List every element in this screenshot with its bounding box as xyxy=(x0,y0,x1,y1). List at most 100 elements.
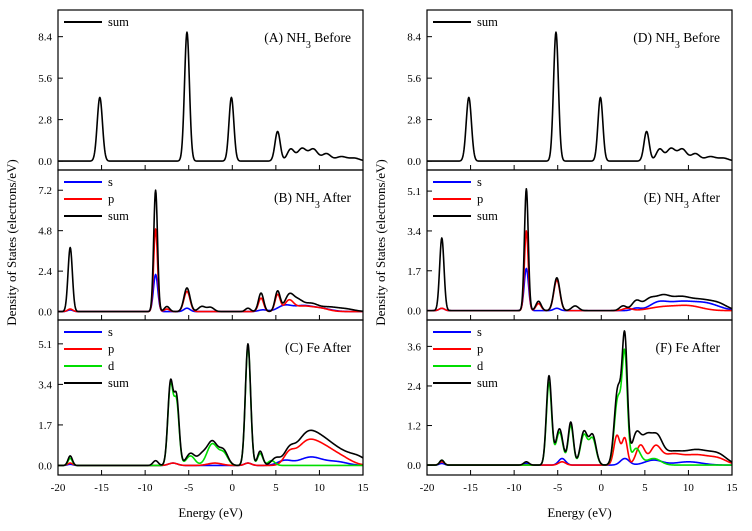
x-tick-label: -15 xyxy=(94,482,109,494)
legend: sum xyxy=(64,15,129,29)
y-tick-label: 2.4 xyxy=(407,381,421,393)
y-tick-label: 3.4 xyxy=(407,226,421,238)
x-axis-label: Energy (eV) xyxy=(178,505,242,520)
y-tick-label: 5.6 xyxy=(407,73,421,85)
x-tick-label: -5 xyxy=(553,482,563,494)
legend-label-sum: sum xyxy=(108,209,129,223)
series-p-line xyxy=(427,230,732,312)
series-s-line xyxy=(427,267,732,312)
series-sum-line xyxy=(58,31,363,162)
x-tick-label: 5 xyxy=(642,482,648,494)
y-axis-label: Density of States (electrons/eV) xyxy=(4,159,19,325)
x-axis-label: Energy (eV) xyxy=(547,505,611,520)
series-group xyxy=(58,189,363,313)
y-tick-label: 3.6 xyxy=(407,341,421,353)
y-tick-label: 2.8 xyxy=(407,115,421,127)
x-tick-label: 0 xyxy=(599,482,605,494)
column-2: 0.0 2.8 5.6 8.4 sum (D) NH3 Before 0.0 1.7 3.4 5.… xyxy=(373,9,739,520)
panel-label: (C) Fe After xyxy=(285,340,351,355)
series-group xyxy=(427,187,732,312)
legend-label-d: d xyxy=(477,359,484,373)
y-tick-label: 5.6 xyxy=(38,73,52,85)
panel-E: 0.0 1.7 3.4 5.1 sp sum (E) NH3 After xyxy=(407,169,733,321)
series-sum-line xyxy=(58,189,363,313)
series-p-line xyxy=(58,228,363,313)
legend-label-sum: sum xyxy=(477,376,498,390)
series-s-line xyxy=(58,273,363,313)
series-group xyxy=(58,343,363,467)
legend: spd sum xyxy=(433,325,498,390)
y-tick-label: 0.0 xyxy=(407,156,421,168)
panel-label: (E) NH3 After xyxy=(644,190,721,211)
y-tick-label: 2.8 xyxy=(38,115,52,127)
legend-label-d: d xyxy=(108,359,115,373)
legend: sp sum xyxy=(433,175,498,223)
y-tick-label: 2.4 xyxy=(38,266,52,278)
legend: sp sum xyxy=(64,175,129,223)
legend: spd sum xyxy=(64,325,129,390)
legend-label-p: p xyxy=(108,192,114,206)
panel-label: (B) NH3 After xyxy=(274,190,351,211)
panel-frame xyxy=(57,319,364,476)
series-s-line xyxy=(427,457,732,466)
panel-frame xyxy=(57,169,364,321)
series-sum-line xyxy=(58,343,363,467)
legend-label-p: p xyxy=(477,192,483,206)
series-group xyxy=(427,330,732,466)
y-tick-label: 0.0 xyxy=(38,460,52,472)
panel-label: (F) Fe After xyxy=(656,340,721,355)
y-axis-label: Density of States (electrons/eV) xyxy=(373,159,388,325)
series-group xyxy=(427,31,732,162)
panel-F: 0.0 1.2 2.4 3.6 spd sum (F) Fe After xyxy=(407,319,733,476)
x-tick-label: 10 xyxy=(683,482,695,494)
y-tick-label: 5.1 xyxy=(38,339,52,351)
legend-label-sum: sum xyxy=(108,376,129,390)
legend-label-sum: sum xyxy=(477,15,498,29)
series-sum-line xyxy=(427,31,732,162)
y-tick-label: 7.2 xyxy=(38,185,52,197)
legend-label-p: p xyxy=(108,342,114,356)
y-tick-label: 1.2 xyxy=(407,421,421,433)
series-p-line xyxy=(58,438,363,467)
panel-frame xyxy=(426,319,733,476)
y-tick-label: 4.8 xyxy=(38,226,52,238)
series-d-line xyxy=(58,345,363,467)
legend-label-s: s xyxy=(108,325,113,339)
legend-label-p: p xyxy=(477,342,483,356)
y-tick-label: 0.0 xyxy=(38,156,52,168)
x-tick-label: -5 xyxy=(184,482,194,494)
legend-label-s: s xyxy=(477,175,482,189)
x-tick-label: 5 xyxy=(273,482,279,494)
legend: sum xyxy=(433,15,498,29)
panel-label: (A) NH3 Before xyxy=(264,30,351,51)
y-tick-label: 8.4 xyxy=(38,32,52,44)
panel-label: (D) NH3 Before xyxy=(633,30,720,51)
y-tick-label: 0.0 xyxy=(407,460,421,472)
x-tick-label: 15 xyxy=(358,482,370,494)
series-sum-line xyxy=(427,187,732,312)
legend-label-s: s xyxy=(477,325,482,339)
column-1: 0.0 2.8 5.6 8.4 sum (A) NH3 Before 0.0 2.4 4.8 7.… xyxy=(4,9,370,520)
x-tick-label: -10 xyxy=(138,482,153,494)
x-tick-label: 15 xyxy=(727,482,739,494)
y-tick-label: 1.7 xyxy=(407,266,421,278)
series-sum-line xyxy=(427,330,732,466)
x-tick-label: -10 xyxy=(507,482,522,494)
legend-label-sum: sum xyxy=(477,209,498,223)
panel-B: 0.0 2.4 4.8 7.2 sp sum (B) NH3 After xyxy=(38,169,364,321)
x-tick-label: 10 xyxy=(314,482,326,494)
panel-C: 0.0 1.7 3.4 5.1 spd sum (C) Fe After xyxy=(38,319,364,476)
x-tick-label: -20 xyxy=(420,482,435,494)
y-tick-label: 5.1 xyxy=(407,186,421,198)
panel-A: 0.0 2.8 5.6 8.4 sum (A) NH3 Before xyxy=(38,9,364,171)
legend-label-s: s xyxy=(108,175,113,189)
x-tick-label: -15 xyxy=(463,482,478,494)
x-tick-label: 0 xyxy=(230,482,236,494)
legend-label-sum: sum xyxy=(108,15,129,29)
y-tick-label: 3.4 xyxy=(38,379,52,391)
y-tick-label: 1.7 xyxy=(38,420,52,432)
y-tick-label: 0.0 xyxy=(407,306,421,318)
panel-D: 0.0 2.8 5.6 8.4 sum (D) NH3 Before xyxy=(407,9,733,171)
series-group xyxy=(58,31,363,162)
